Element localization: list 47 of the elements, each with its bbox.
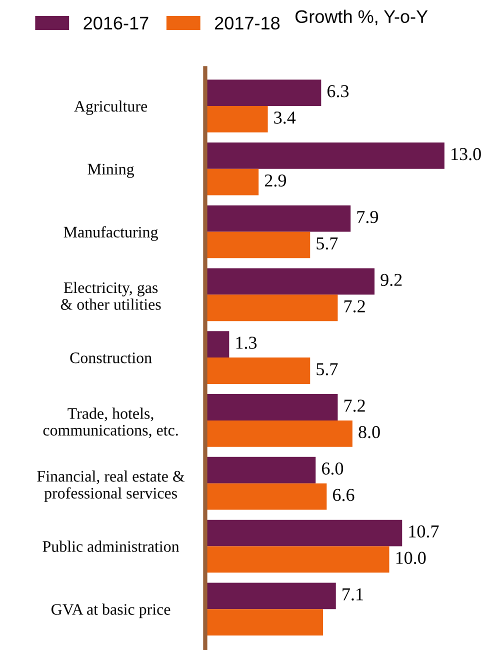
data-label: 2.9 bbox=[264, 174, 286, 187]
bar bbox=[205, 168, 259, 196]
data-label: 7.2 bbox=[344, 300, 365, 312]
data-label: 10.7 bbox=[409, 525, 439, 538]
bar bbox=[205, 205, 351, 232]
y-tick-label: Trade, hotels, communications, etc. bbox=[43, 408, 178, 438]
legend-label: 2016-17 bbox=[84, 16, 148, 30]
bar bbox=[205, 142, 444, 169]
legend-title: Growth %, Y-o-Y bbox=[296, 10, 428, 26]
data-label: 6.3 bbox=[327, 85, 349, 98]
data-label: 6.6 bbox=[333, 488, 354, 502]
bar bbox=[205, 483, 327, 510]
data-label: 1.3 bbox=[236, 336, 257, 349]
data-label: 5.7 bbox=[316, 363, 338, 376]
y-tick-label: GVA at basic price bbox=[51, 604, 170, 618]
bar bbox=[205, 268, 375, 295]
bar bbox=[205, 106, 268, 132]
bar bbox=[205, 394, 338, 420]
bar bbox=[205, 582, 336, 610]
y-tick-label: Public administration bbox=[42, 540, 180, 552]
data-label: 10.0 bbox=[396, 552, 426, 564]
y-tick-label: Electricity, gas & other utilities bbox=[60, 282, 161, 310]
bar bbox=[205, 420, 352, 447]
data-label: 3.4 bbox=[274, 112, 296, 124]
bar bbox=[205, 80, 322, 106]
bar bbox=[205, 358, 310, 384]
data-label: 7.2 bbox=[344, 400, 365, 412]
y-tick-label: Construction bbox=[70, 352, 152, 364]
bar bbox=[205, 232, 310, 258]
data-label: 6.0 bbox=[322, 462, 344, 475]
y-tick-label: Financial, real estate & professional services bbox=[37, 470, 185, 502]
bar bbox=[205, 520, 402, 546]
data-label: 13.0 bbox=[452, 148, 481, 160]
y-tick-label: Agriculture bbox=[74, 100, 148, 115]
data-label: 7.9 bbox=[357, 210, 378, 224]
bar bbox=[205, 546, 390, 573]
data-label: 8.0 bbox=[358, 426, 380, 438]
legend-label: 2017-18 bbox=[215, 16, 280, 30]
bar bbox=[205, 294, 338, 322]
bar bbox=[205, 456, 316, 484]
data-label: 5.7 bbox=[316, 237, 338, 250]
y-tick-label: Manufacturing bbox=[64, 226, 158, 241]
y-tick-label: Mining bbox=[88, 164, 134, 178]
data-label: 7.1 bbox=[342, 588, 363, 601]
data-label: 9.2 bbox=[380, 274, 402, 286]
bar bbox=[205, 331, 230, 358]
bar bbox=[205, 609, 323, 636]
